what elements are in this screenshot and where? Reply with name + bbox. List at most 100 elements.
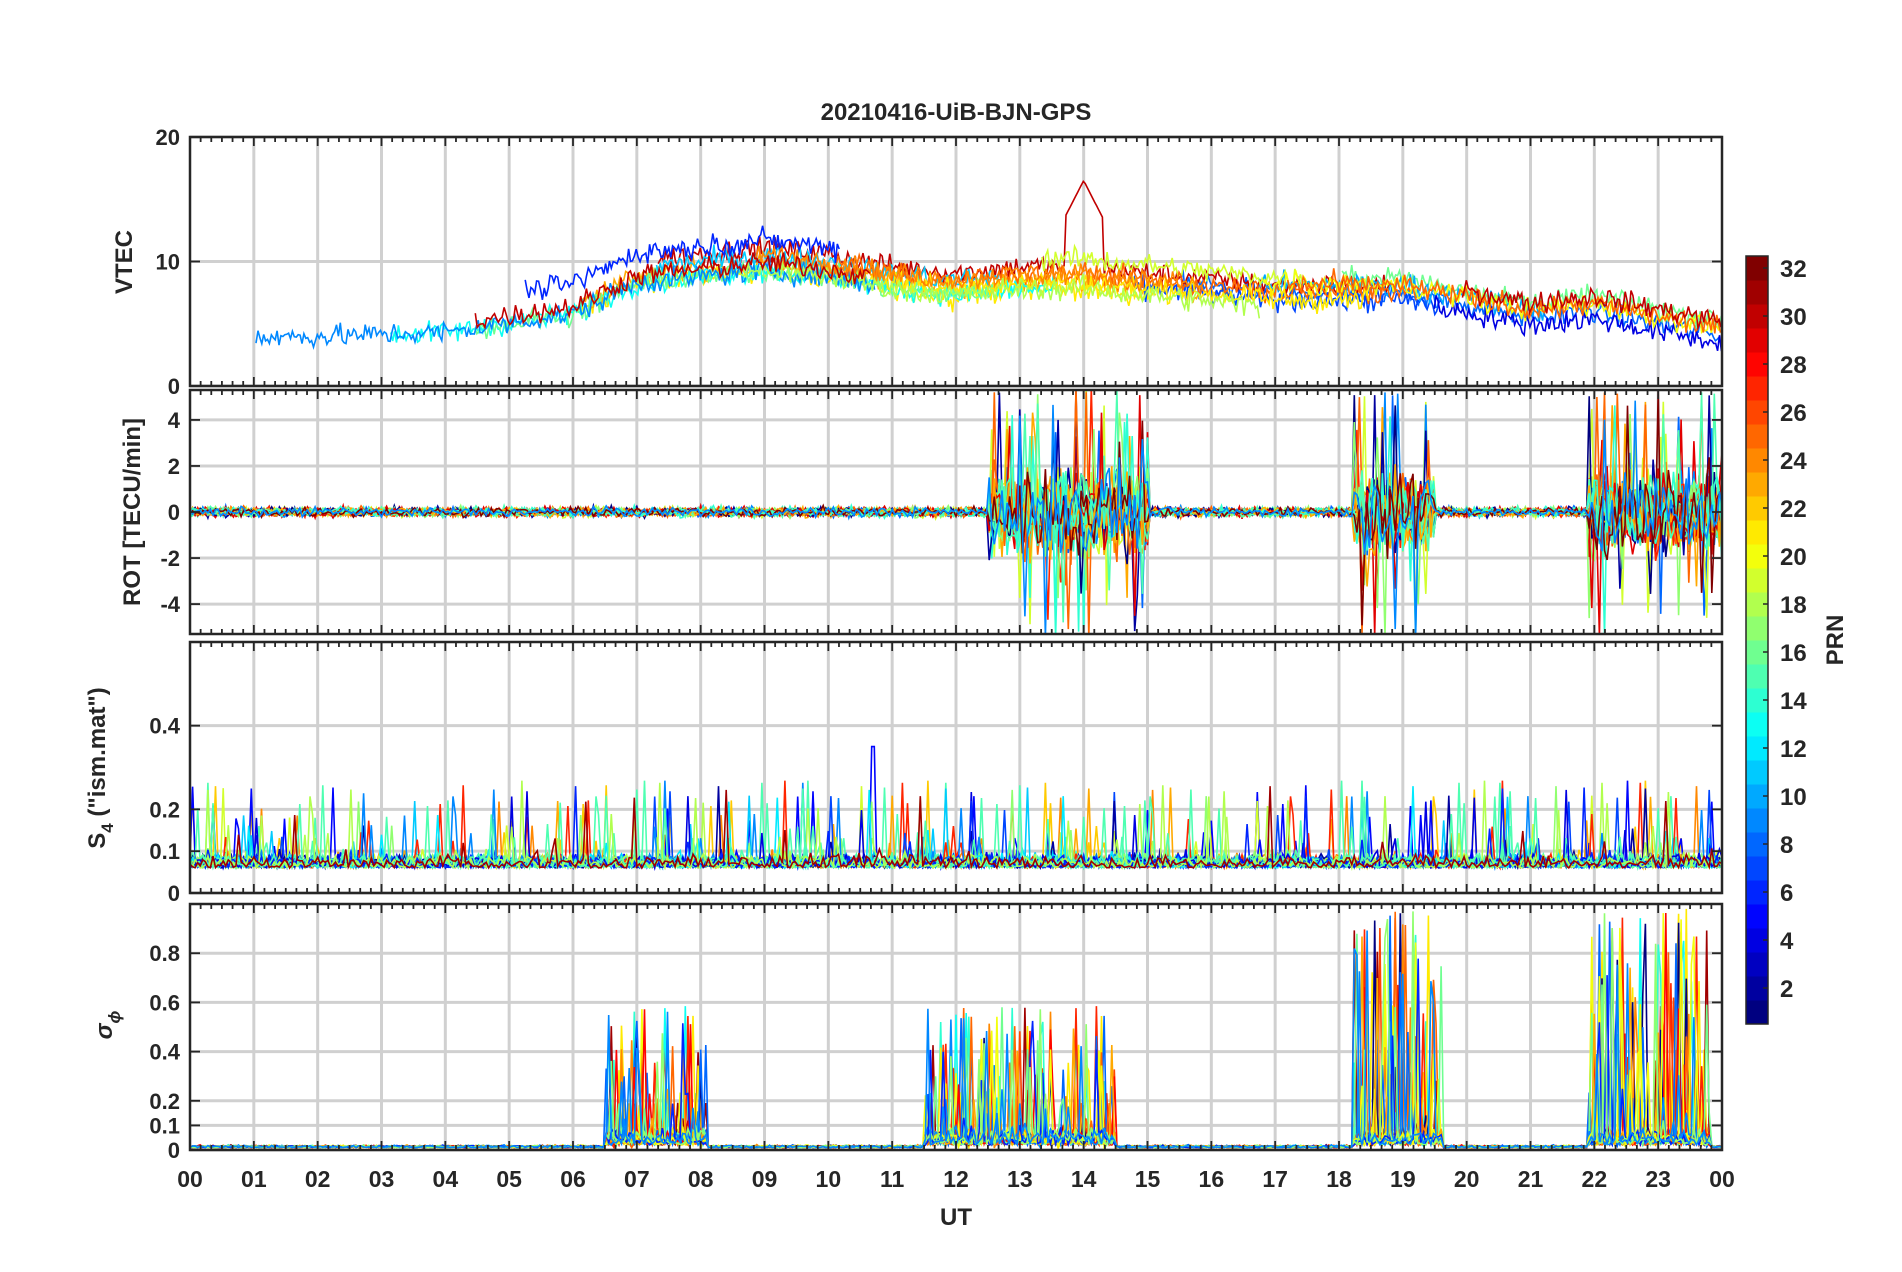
colorbar-cell bbox=[1746, 832, 1768, 857]
colorbar-tick-label: 26 bbox=[1780, 400, 1807, 427]
s4-series-prn-31 bbox=[190, 786, 1722, 870]
colorbar-cell bbox=[1746, 784, 1768, 809]
rot-ytick-label: 0 bbox=[168, 500, 180, 525]
x-tick-label: 21 bbox=[1518, 1166, 1544, 1192]
colorbar-tick-label: 14 bbox=[1780, 688, 1807, 715]
x-tick-label: 06 bbox=[560, 1166, 586, 1192]
colorbar-cell bbox=[1746, 616, 1768, 641]
s4-ytick-label: 0.2 bbox=[149, 797, 180, 822]
colorbar-cell bbox=[1746, 688, 1768, 713]
x-tick-label: 08 bbox=[688, 1166, 714, 1192]
colorbar-tick-label: 20 bbox=[1780, 544, 1807, 571]
sigphi-ytick-label: 0.2 bbox=[149, 1089, 180, 1114]
sigphi-ytick-label: 0.6 bbox=[149, 990, 180, 1015]
s4-ytick-label: 0.4 bbox=[149, 714, 180, 739]
colorbar-tick-label: 4 bbox=[1780, 928, 1794, 955]
x-tick-label: 12 bbox=[943, 1166, 969, 1192]
colorbar-cell bbox=[1746, 496, 1768, 521]
x-axis-label: UT bbox=[940, 1204, 972, 1231]
rot-panel: ROT [TECU/min] -4 -2 0 2 4 bbox=[119, 388, 1724, 636]
colorbar-cell bbox=[1746, 952, 1768, 977]
vtec-series-prn-30 bbox=[1461, 280, 1722, 331]
rot-series-group bbox=[190, 390, 1722, 634]
x-tick-label: 07 bbox=[624, 1166, 650, 1192]
x-tick-label: 03 bbox=[369, 1166, 395, 1192]
colorbar-cell bbox=[1746, 712, 1768, 737]
colorbar-cell bbox=[1746, 976, 1768, 1001]
colorbar-cell bbox=[1746, 880, 1768, 905]
x-tick-label: 18 bbox=[1326, 1166, 1352, 1192]
colorbar-tick-label: 12 bbox=[1780, 736, 1807, 763]
colorbar-cell bbox=[1746, 904, 1768, 929]
colorbar-tick-label: 10 bbox=[1780, 784, 1807, 811]
sigma-phi-panel: σϕ 00.10.2 0.4 0.6 0.8 bbox=[91, 902, 1724, 1163]
colorbar-tick-label: 16 bbox=[1780, 640, 1807, 667]
colorbar-tick-label: 30 bbox=[1780, 304, 1807, 331]
colorbar-cell bbox=[1746, 856, 1768, 881]
colorbar-cell bbox=[1746, 808, 1768, 833]
vtec-series-prn-9 bbox=[255, 257, 876, 351]
vtec-series-prn-30 bbox=[474, 252, 871, 330]
sigma-phi-ylabel-sub: ϕ bbox=[105, 1010, 124, 1023]
vtec-series-prn-6 bbox=[524, 225, 840, 300]
rot-ytick-label: 4 bbox=[168, 408, 181, 433]
colorbar-cell bbox=[1746, 448, 1768, 473]
x-tick-label: 16 bbox=[1199, 1166, 1225, 1192]
colorbar-label: PRN bbox=[1822, 615, 1849, 666]
colorbar-cell bbox=[1746, 1000, 1768, 1025]
x-tick-label: 10 bbox=[816, 1166, 842, 1192]
colorbar-cell bbox=[1746, 280, 1768, 305]
x-tick-label: 23 bbox=[1645, 1166, 1671, 1192]
s4-ylabel-main: S bbox=[84, 833, 111, 849]
colorbar-cell bbox=[1746, 520, 1768, 545]
rot-ytick-label: -2 bbox=[160, 546, 180, 571]
colorbar-cell bbox=[1746, 928, 1768, 953]
vtec-series-prn-4 bbox=[1433, 295, 1722, 352]
vtec-ytick-label: 0 bbox=[168, 374, 180, 399]
colorbar-cell bbox=[1746, 424, 1768, 449]
colorbar-cell bbox=[1746, 592, 1768, 617]
colorbar-tick-label: 22 bbox=[1780, 496, 1807, 523]
x-tick-label: 00 bbox=[177, 1166, 203, 1192]
x-tick-label: 17 bbox=[1262, 1166, 1288, 1192]
x-tick-labels: 00 01 02 03 04 05 06 07 08 09 10 11 12 13 14 15 16 17 18 19… bbox=[177, 1166, 1735, 1192]
rot-ylabel: ROT [TECU/min] bbox=[119, 418, 146, 606]
s4-ylabel-sub: 4 bbox=[98, 823, 117, 833]
colorbar-tick-label: 8 bbox=[1780, 832, 1793, 859]
colorbar-tick-label: 2 bbox=[1780, 976, 1793, 1003]
x-tick-label: 19 bbox=[1390, 1166, 1416, 1192]
x-tick-label: 09 bbox=[752, 1166, 778, 1192]
colorbar-cell bbox=[1746, 640, 1768, 665]
colorbar-cell bbox=[1746, 568, 1768, 593]
vtec-ytick-label: 20 bbox=[156, 125, 180, 150]
sigma-phi-ylabel-main: σ bbox=[91, 1022, 118, 1039]
vtec-series-prn-24 bbox=[754, 244, 1205, 294]
rot-ytick-label: -4 bbox=[160, 592, 180, 617]
s4-panel: S4 ("ism.mat") 0 0.1 0.2 0.4 bbox=[84, 640, 1724, 906]
s4-ytick-label: 0.1 bbox=[149, 839, 180, 864]
x-tick-label: 20 bbox=[1454, 1166, 1480, 1192]
s4-series-group bbox=[190, 745, 1722, 872]
colorbar-tick-label: 28 bbox=[1780, 352, 1807, 379]
colorbar-cell bbox=[1746, 328, 1768, 353]
x-tick-label: 01 bbox=[241, 1166, 267, 1192]
vtec-series-prn-25 bbox=[1286, 268, 1722, 334]
x-tick-label: 05 bbox=[496, 1166, 522, 1192]
x-tick-label: 04 bbox=[433, 1166, 459, 1192]
sigma-phi-ylabel: σϕ bbox=[91, 1010, 124, 1039]
x-tick-label: 15 bbox=[1135, 1166, 1161, 1192]
x-tick-label: 22 bbox=[1582, 1166, 1608, 1192]
colorbar-cell bbox=[1746, 352, 1768, 377]
x-tick-label: 02 bbox=[305, 1166, 331, 1192]
colorbar-cell bbox=[1746, 256, 1768, 281]
colorbar-cell bbox=[1746, 736, 1768, 761]
x-tick-label: 11 bbox=[880, 1166, 905, 1192]
s4-ytick-label: 0 bbox=[168, 881, 180, 906]
vtec-ytick-label: 10 bbox=[156, 250, 180, 275]
x-tick-label: 13 bbox=[1007, 1166, 1033, 1192]
colorbar-cell bbox=[1746, 376, 1768, 401]
rot-series-prn-9 bbox=[190, 400, 1722, 634]
colorbar-tick-label: 6 bbox=[1780, 880, 1793, 907]
